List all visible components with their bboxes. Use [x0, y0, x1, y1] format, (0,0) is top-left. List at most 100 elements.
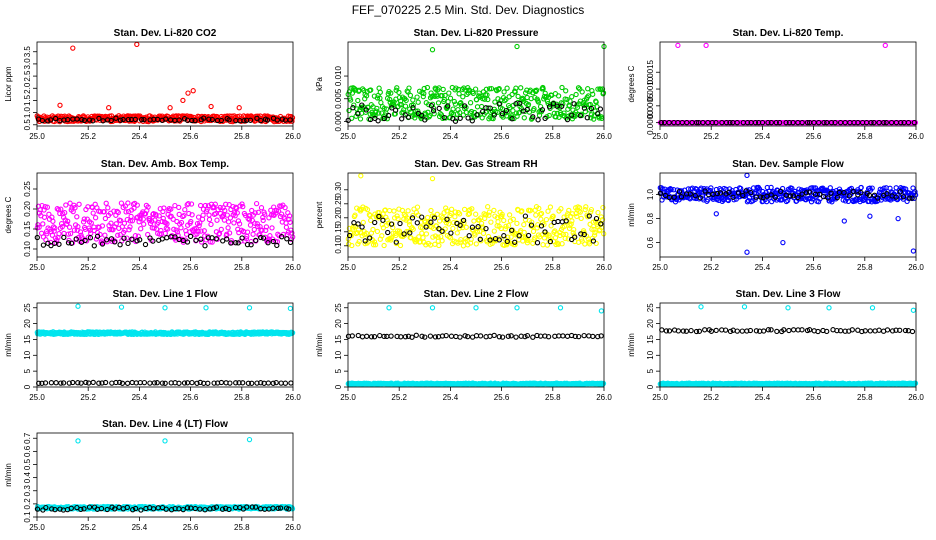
panel-title: Stan. Dev. Line 2 Flow: [424, 289, 529, 300]
data-point: [436, 105, 442, 112]
data-point: [109, 380, 115, 386]
data-point: [216, 230, 223, 237]
data-point: [385, 112, 392, 119]
data-point: [705, 197, 711, 203]
data-point: [113, 379, 119, 386]
y-tick-label: 1.5: [23, 94, 32, 106]
y-tick-label: 15: [646, 334, 655, 343]
data-point: [436, 226, 442, 232]
data-point: [598, 221, 604, 227]
data-point: [510, 108, 516, 114]
data-point: [419, 230, 425, 236]
y-tick-label: 0.20: [23, 201, 32, 217]
panel-4: Stan. Dev. Amb. Box Temp.degrees C25.0 25…: [4, 159, 301, 272]
data-point: [881, 185, 887, 191]
x-tick-label: 25.2: [80, 393, 96, 402]
data-point: [278, 211, 285, 217]
data-point: [368, 87, 374, 93]
data-point: [275, 231, 281, 237]
data-point: [534, 240, 541, 246]
data-point: [808, 199, 815, 205]
data-point: [241, 118, 247, 124]
data-point: [128, 213, 134, 220]
data-point: [503, 107, 510, 114]
data-point: [236, 380, 242, 386]
x-tick-label: 25.2: [703, 263, 719, 272]
data-point: [439, 228, 445, 234]
data-point: [496, 334, 502, 340]
data-point: [173, 237, 179, 243]
data-point: [468, 108, 475, 115]
data-point: [231, 220, 237, 226]
data-point: [597, 106, 604, 112]
x-tick-label: 25.6: [183, 393, 199, 402]
data-point: [483, 86, 490, 92]
panel-title: Stan. Dev. Li-820 Temp.: [733, 28, 844, 39]
data-point: [479, 108, 486, 115]
data-point: [355, 221, 361, 227]
data-point: [347, 97, 354, 103]
data-point: [530, 334, 536, 340]
data-point: [457, 334, 463, 340]
x-tick-label: 25.8: [857, 393, 873, 402]
data-point: [708, 185, 714, 191]
data-point: [905, 119, 912, 126]
data-point: [491, 112, 497, 118]
data-point: [505, 333, 511, 339]
data-point: [359, 224, 365, 230]
data-point: [286, 216, 292, 222]
data-point: [284, 236, 290, 242]
y-axis-label: ml/min: [4, 333, 13, 357]
data-point: [227, 380, 233, 386]
data-point: [176, 204, 182, 211]
plot-frame: [36, 41, 294, 127]
data-point: [352, 212, 358, 218]
data-point: [723, 119, 730, 126]
data-point: [458, 236, 464, 243]
x-tick-label: 26.0: [285, 132, 301, 141]
data-point: [181, 380, 188, 386]
data-point: [194, 231, 200, 237]
y-tick-label: 5: [23, 368, 32, 373]
data-point: [127, 224, 133, 230]
data-point: [577, 112, 583, 119]
y-tick-label: 0.15: [334, 223, 343, 239]
data-point: [90, 379, 96, 386]
data-point: [138, 226, 144, 232]
data-point: [206, 116, 212, 122]
data-point: [349, 333, 355, 339]
data-point: [63, 202, 69, 208]
data-point: [108, 117, 114, 124]
data-point: [510, 216, 516, 222]
data-point: [447, 95, 454, 101]
data-point: [287, 219, 293, 225]
data-point: [153, 213, 159, 219]
data-point: [48, 380, 55, 386]
x-tick-label: 25.8: [545, 132, 561, 141]
data-point: [783, 119, 789, 126]
data-point: [443, 332, 449, 339]
data-point: [363, 109, 369, 115]
y-axis-label: ml/min: [627, 333, 636, 357]
data-point: [405, 208, 411, 214]
data-point: [448, 206, 455, 212]
data-point: [129, 236, 135, 242]
data-point: [600, 380, 607, 387]
data-point: [676, 189, 683, 195]
data-point: [172, 234, 178, 240]
data-point: [81, 117, 88, 124]
outlier-point: [882, 42, 888, 49]
data-point: [418, 112, 425, 119]
data-point: [48, 242, 54, 249]
x-tick-label: 25.4: [443, 393, 459, 402]
y-axis-label: ml/min: [4, 463, 13, 487]
x-tick-label: 25.8: [234, 132, 250, 141]
data-point: [90, 210, 96, 216]
data-point: [65, 218, 71, 224]
data-point: [542, 229, 548, 235]
data-point: [503, 96, 509, 103]
data-point: [346, 107, 352, 114]
data-point: [388, 221, 395, 227]
data-point: [600, 204, 606, 211]
data-point: [377, 332, 383, 339]
